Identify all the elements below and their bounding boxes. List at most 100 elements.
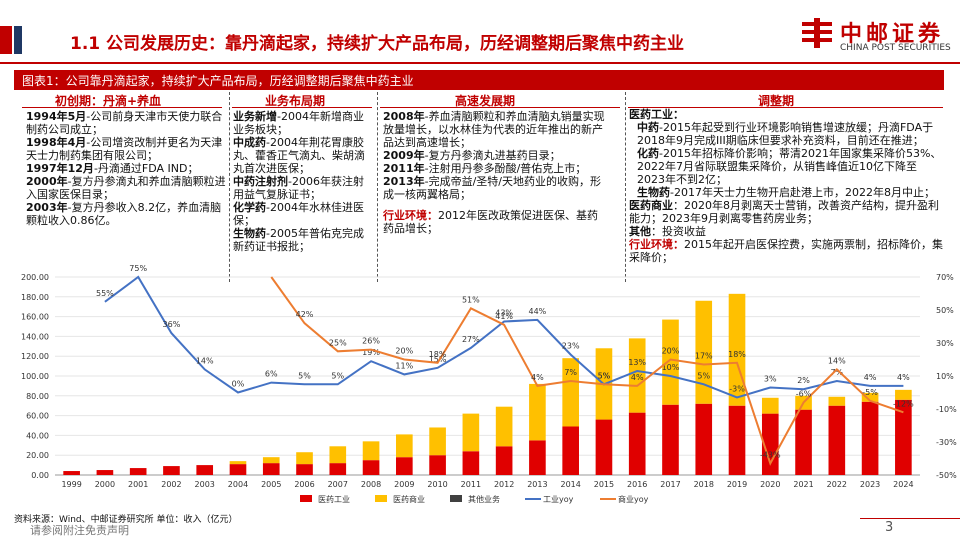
x-tick-label: 1999 — [61, 480, 81, 489]
x-tick-label: 2003 — [195, 480, 215, 489]
data-label-商业yoy: 7% — [564, 368, 577, 377]
bar-医药工业 — [462, 451, 480, 475]
bar-医药工业 — [63, 471, 80, 475]
data-label-商业yoy: 17% — [695, 351, 713, 360]
data-label-商业yoy: 51% — [462, 295, 480, 304]
note-item: 生物药-2005年普佑克完成新药证书报批； — [233, 227, 364, 253]
x-tick-label: 2011 — [461, 480, 481, 489]
data-label-工业yoy: 6% — [265, 370, 278, 379]
bar-医药工业 — [795, 409, 812, 475]
bar-医药商业 — [662, 319, 679, 405]
bar-医药工业 — [861, 401, 879, 475]
note-item: 中成药-2004年荆花胃康胶丸、藿香正气滴丸、柴胡滴丸首次进医保； — [233, 136, 365, 175]
data-label-商业yoy: 20% — [395, 347, 413, 356]
data-label-工业yoy: 44% — [529, 307, 547, 316]
phase-startup-line — [22, 107, 222, 108]
bar-医药工业 — [362, 460, 380, 475]
note-item: 化药-2015年招标降价影响；蒂清2021年国家集采降价53%、2022年7月省… — [637, 147, 942, 186]
data-label-工业yoy: 23% — [562, 342, 580, 351]
x-tick-label: 2001 — [128, 480, 148, 489]
phase-startup-notes: 1994年5月-公司前身天津市天使力联合制药公司成立； 1998年4月-公司增资… — [26, 110, 226, 227]
x-tick-label: 2002 — [161, 480, 181, 489]
data-label-工业yoy: 5% — [598, 371, 611, 380]
phase-layout-line — [232, 107, 372, 108]
data-label-工业yoy: 36% — [163, 320, 181, 329]
logo-english-name: CHINA POST SECURITIES — [840, 43, 951, 53]
x-tick-label: 2023 — [860, 480, 880, 489]
x-tick-label: 2014 — [560, 480, 580, 489]
bar-医药工业 — [329, 463, 347, 475]
bar-医药工业 — [761, 413, 779, 475]
y-left-tick-label: 20.00 — [26, 451, 49, 460]
data-label-商业yoy: 42% — [296, 310, 314, 319]
page-title: 1.1 公司发展历史：靠丹滴起家，持续扩大产品布局，历经调整期后聚焦中药主业 — [70, 34, 685, 54]
phase-adjustment: 调整期 — [758, 94, 795, 108]
data-label-工业yoy: 0% — [232, 380, 245, 389]
bar-医药工业 — [828, 405, 846, 475]
bar-医药工业 — [296, 464, 313, 475]
y-left-tick-label: 40.00 — [26, 431, 49, 440]
data-label-商业yoy: 14% — [828, 356, 846, 365]
y-left-tick-label: 0.00 — [31, 471, 49, 480]
x-tick-label: 2007 — [328, 480, 348, 489]
bar-医药商业 — [562, 358, 579, 427]
x-tick-label: 2004 — [228, 480, 248, 489]
data-label-商业yoy: 41% — [495, 312, 513, 321]
data-label-工业yoy: 4% — [897, 373, 910, 382]
bar-医药商业 — [462, 413, 480, 452]
data-label-工业yoy: 15% — [429, 355, 447, 364]
phase-growth-notes: 2008年-养血清脑颗粒和养血清脑丸销量实现放量增长，以水林佳为代表的近年推出的… — [383, 110, 608, 235]
note-item: 中药-2015年起受到行业环境影响销售增速放缓；丹滴FDA于2018年9月完成I… — [637, 121, 934, 147]
source-note: 资料来源：Wind、中邮证券研究所 单位：收入（亿元） — [14, 515, 238, 525]
data-label-商业yoy: 20% — [662, 347, 680, 356]
data-label-商业yoy: 4% — [631, 373, 644, 382]
legend-label: 商业yoy — [618, 494, 649, 504]
bar-医药工业 — [562, 426, 579, 475]
data-label-工业yoy: 5% — [697, 371, 710, 380]
x-tick-label: 2012 — [494, 480, 514, 489]
bar-医药工业 — [229, 464, 247, 475]
y-right-tick-label: 10% — [936, 372, 954, 381]
bar-医药工业 — [163, 466, 180, 475]
data-label-工业yoy: 19% — [362, 348, 380, 357]
data-label-工业yoy: -3% — [729, 384, 745, 393]
legend-swatch — [375, 495, 387, 502]
legend-label: 其他业务 — [468, 494, 500, 504]
bar-医药工业 — [96, 470, 114, 475]
phase-layout: 业务布局期 — [265, 94, 326, 108]
bar-医药商业 — [761, 397, 779, 414]
bar-医药工业 — [628, 412, 646, 475]
data-label-工业yoy: 55% — [96, 289, 114, 298]
bar-医药商业 — [362, 441, 380, 461]
title-accent-secondary — [14, 26, 22, 54]
bar-医药工业 — [396, 457, 413, 475]
bar-医药工业 — [429, 455, 446, 475]
data-label-商业yoy: 18% — [429, 350, 447, 359]
note-item: 其他：投资收益 — [629, 225, 706, 238]
legend-label: 医药工业 — [318, 494, 350, 504]
note-item: 2008年-养血清脑颗粒和养血清脑丸销量实现放量增长，以水林佳为代表的近年推出的… — [383, 110, 605, 149]
industry-env-adjustment: 行业环境：2015年起开启医保控费，实施两票制，招标降价，集采降价； — [629, 238, 943, 264]
data-label-工业yoy: 5% — [331, 371, 344, 380]
data-label-工业yoy: 5% — [298, 371, 311, 380]
title-bar: 1.1 公司发展历史：靠丹滴起家，持续扩大产品布局，历经调整期后聚焦中药主业 — [0, 0, 800, 84]
note-item: 1998年4月-公司增资改制并更名为天津天士力制药集团有限公司； — [26, 136, 223, 162]
legend-swatch — [450, 495, 462, 502]
bar-医药商业 — [695, 300, 713, 404]
revenue-chart: 0.00 20.00 40.00 60.00 80.00 100.00 120.00 140.… — [21, 265, 957, 504]
title-accent — [0, 26, 12, 54]
bar-医药商业 — [895, 389, 912, 400]
disclaimer: 请参阅附注免责声明 — [30, 524, 129, 537]
note-item: 2013年-完成帝益/圣特/天地药业的收购，形成一核两翼格局； — [383, 175, 602, 201]
phase-adjustment-notes: 医药工业： 中药-2015年起受到行业环境影响销售增速放缓；丹滴FDA于2018… — [629, 108, 944, 264]
y-left-tick-label: 180.00 — [21, 293, 49, 302]
note-item: 化学药-2004年水林佳进医保； — [233, 201, 364, 227]
footer-accent-line — [860, 518, 960, 519]
logo-chinese-name: 中邮证券 — [840, 22, 945, 47]
data-label-工业yoy: 13% — [628, 358, 646, 367]
bar-医药工业 — [129, 468, 147, 475]
data-label-工业yoy: 14% — [196, 356, 214, 365]
x-tick-label: 2021 — [793, 480, 813, 489]
data-label-工业yoy: 2% — [797, 376, 810, 385]
bar-医药商业 — [828, 396, 846, 406]
